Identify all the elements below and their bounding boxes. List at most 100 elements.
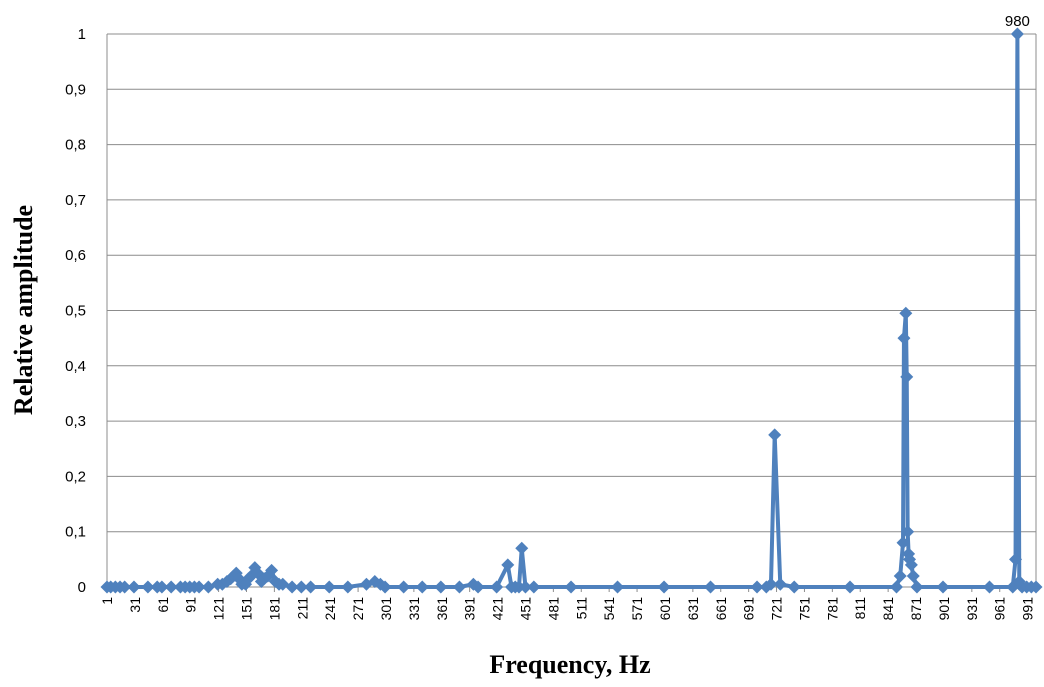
data-point-marker xyxy=(896,536,910,550)
data-point-marker xyxy=(512,580,526,594)
tick-labels: 0 0,1 0,2 0,3 0,4 0,5 0,6 0,7 0,8 0,9 1 1 31 61 91 121 1… xyxy=(65,26,1035,620)
x-tick-label: 931 xyxy=(964,597,980,621)
data-point-marker xyxy=(1010,27,1024,41)
gridlines xyxy=(107,33,1036,588)
data-point-marker xyxy=(843,580,857,594)
x-tick-label: 601 xyxy=(657,597,673,621)
data-point-marker xyxy=(899,306,913,320)
data-point-marker xyxy=(773,577,787,591)
data-point-marker xyxy=(164,580,178,594)
data-point-marker xyxy=(936,580,950,594)
data-point-marker xyxy=(518,580,532,594)
data-point-marker xyxy=(155,580,169,594)
x-tick-label: 391 xyxy=(462,597,478,621)
y-axis-title: Relative amplitude xyxy=(9,205,38,415)
data-point-marker xyxy=(285,580,299,594)
y-tick-label: 0 xyxy=(78,579,86,596)
x-tick-label: 151 xyxy=(238,597,254,621)
data-point-marker xyxy=(901,525,915,539)
data-point-marker xyxy=(564,580,578,594)
x-tick-label: 31 xyxy=(127,597,143,613)
x-tick-label: 271 xyxy=(350,597,366,621)
x-tick-label: 661 xyxy=(713,597,729,621)
x-tick-label: 961 xyxy=(992,597,1008,621)
x-tick-label: 1 xyxy=(99,597,115,605)
data-point-marker xyxy=(983,580,997,594)
x-tick-label: 571 xyxy=(629,597,645,621)
data-point-marker xyxy=(501,558,515,572)
data-point-marker xyxy=(897,331,911,345)
data-point-marker xyxy=(787,580,801,594)
x-tick-label: 301 xyxy=(378,597,394,621)
x-tick-label: 721 xyxy=(769,597,785,621)
data-point-marker xyxy=(415,580,429,594)
data-point-marker xyxy=(192,580,206,594)
y-tick-label: 0,5 xyxy=(65,303,86,320)
data-point-marker xyxy=(294,580,308,594)
data-point-marker xyxy=(397,580,411,594)
data-point-marker xyxy=(900,370,914,384)
data-point-marker xyxy=(906,569,920,583)
x-tick-label: 241 xyxy=(322,597,338,621)
data-point-marker xyxy=(118,580,132,594)
x-tick-label: 421 xyxy=(490,597,506,621)
x-tick-label: 991 xyxy=(1020,597,1036,621)
y-tick-label: 1 xyxy=(78,26,86,43)
x-tick-label: 871 xyxy=(908,597,924,621)
y-tick-label: 0,7 xyxy=(65,192,86,209)
x-tick-label: 211 xyxy=(294,597,310,620)
data-point-marker xyxy=(378,580,392,594)
data-point-marker xyxy=(276,577,290,591)
data-point-marker xyxy=(611,580,625,594)
data-point-marker xyxy=(201,580,215,594)
x-tick-label: 451 xyxy=(517,597,533,621)
x-tick-label: 691 xyxy=(741,597,757,621)
data-point-marker xyxy=(1029,580,1043,594)
x-tick-label: 481 xyxy=(545,597,561,621)
data-point-marker xyxy=(527,580,541,594)
data-point-marker xyxy=(471,580,485,594)
x-axis-title: Frequency, Hz xyxy=(489,650,650,679)
data-point-marker xyxy=(127,580,141,594)
x-tick-label: 781 xyxy=(824,597,840,621)
data-point-marker xyxy=(490,580,504,594)
data-point-marker xyxy=(265,563,279,577)
x-tick-label: 121 xyxy=(211,597,227,621)
x-tick-label: 901 xyxy=(936,597,952,621)
y-tick-label: 0,9 xyxy=(65,81,86,98)
data-point-marker xyxy=(434,580,448,594)
x-tick-label: 181 xyxy=(266,597,282,621)
data-point-marker xyxy=(452,580,466,594)
x-tick-label: 811 xyxy=(852,597,868,620)
data-point-marker xyxy=(890,580,904,594)
x-tick-label: 361 xyxy=(434,597,450,621)
data-point-marker xyxy=(764,577,778,591)
x-tick-label: 841 xyxy=(880,597,896,621)
data-point-marker xyxy=(904,558,918,572)
x-tick-label: 91 xyxy=(183,597,199,613)
y-tick-label: 0,1 xyxy=(65,524,86,541)
y-tick-label: 0,4 xyxy=(65,358,86,375)
data-point-marker xyxy=(341,580,355,594)
x-tick-label: 751 xyxy=(796,597,812,621)
data-point-marker xyxy=(750,580,764,594)
x-tick-label: 631 xyxy=(685,597,701,621)
data-point-marker xyxy=(1009,552,1023,566)
data-point-marker xyxy=(893,569,907,583)
data-point-marker xyxy=(141,580,155,594)
data-point-marker xyxy=(910,580,924,594)
data-point-marker xyxy=(322,580,336,594)
x-tick-label: 331 xyxy=(406,597,422,621)
data-point-marker xyxy=(704,580,718,594)
y-tick-label: 0,8 xyxy=(65,137,86,154)
x-tick-label: 541 xyxy=(601,597,617,621)
data-point-marker xyxy=(657,580,671,594)
axes xyxy=(106,34,1037,592)
y-tick-label: 0,3 xyxy=(65,413,86,430)
y-tick-label: 0,2 xyxy=(65,468,86,485)
x-tick-label: 511 xyxy=(573,597,589,620)
series-layer xyxy=(100,27,1043,594)
data-point-marker xyxy=(304,580,318,594)
